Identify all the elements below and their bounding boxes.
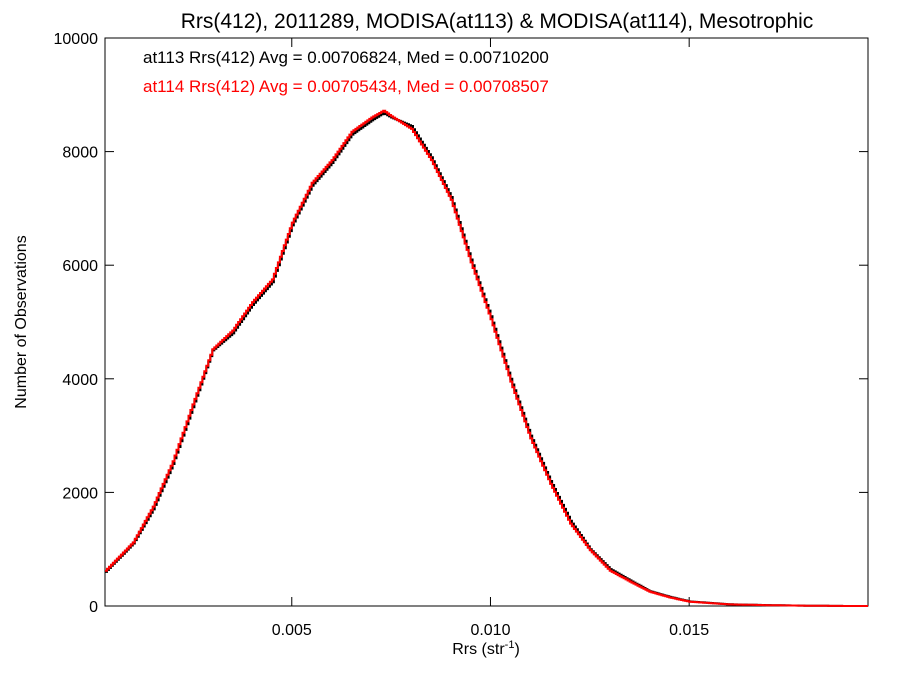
- y-tick-label: 4000: [62, 372, 98, 389]
- x-axis-label-main: Rrs (str: [452, 641, 505, 658]
- y-tick-label: 2000: [62, 485, 98, 502]
- series-line-0: [105, 112, 868, 607]
- y-tick-label: 6000: [62, 258, 98, 275]
- series-line-1: [105, 109, 868, 607]
- x-axis-label: Rrs (str-1): [452, 639, 520, 658]
- x-axis-label-end: ): [514, 641, 519, 658]
- y-tick-label: 0: [89, 599, 98, 616]
- x-axis-ticks: 0.005 0.010 0.015: [272, 38, 709, 639]
- y-tick-label: 8000: [62, 145, 98, 162]
- x-tick-label: 0.005: [272, 622, 312, 639]
- series-layer: [105, 109, 868, 607]
- plot-frame: [104, 37, 869, 607]
- y-tick-label: 10000: [54, 31, 99, 48]
- x-tick-label: 0.015: [669, 622, 709, 639]
- x-tick-label: 0.010: [470, 622, 510, 639]
- annotation-at114: at114 Rrs(412) Avg = 0.00705434, Med = 0…: [143, 77, 549, 96]
- y-axis-ticks: 0 2000 4000 6000 8000 10000: [54, 31, 868, 616]
- x-axis-label-sup: -1: [505, 639, 515, 651]
- annotation-at113: at113 Rrs(412) Avg = 0.00706824, Med = 0…: [143, 48, 549, 67]
- chart-title: Rrs(412), 2011289, MODISA(at113) & MODIS…: [181, 10, 814, 33]
- y-axis-label: Number of Observations: [13, 235, 30, 408]
